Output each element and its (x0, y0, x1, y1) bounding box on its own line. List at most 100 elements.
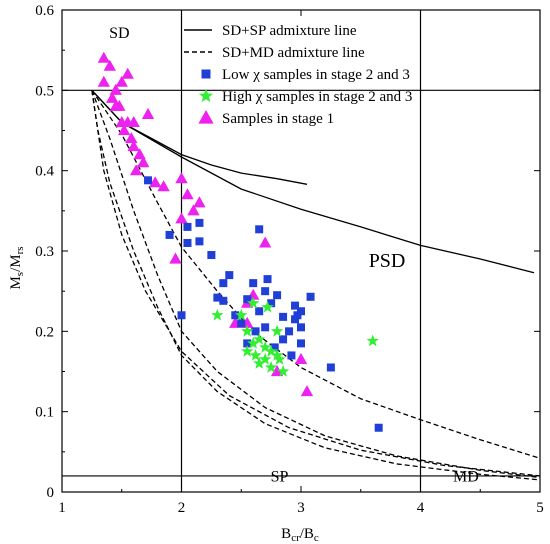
stage1-point (133, 148, 146, 160)
high-chi-point (276, 365, 290, 377)
stage1-point (181, 188, 194, 200)
stage1-point (270, 365, 284, 377)
low-chi-point (279, 335, 288, 344)
data-points (97, 51, 383, 432)
low-chi-point (297, 339, 305, 348)
low-chi-point (237, 319, 246, 328)
low-chi-point (195, 218, 204, 227)
legend-label: Low χ samples in stage 2 and 3 (222, 67, 410, 83)
low-chi-point (219, 279, 228, 288)
stage1-point (121, 67, 134, 79)
high-chi-point (259, 352, 272, 365)
region-labels: SD PSD SP MD (109, 25, 479, 485)
region-label-md: MD (453, 469, 479, 486)
low-chi-point (207, 251, 216, 260)
y-tick-label: 0.6 (35, 3, 54, 19)
y-tick-label: 0.3 (35, 244, 54, 260)
low-chi-point (255, 307, 264, 316)
stage1-point (169, 252, 182, 264)
stage1-point (127, 116, 140, 127)
high-chi-point (253, 332, 266, 345)
high-chi-point (264, 344, 278, 357)
stage1-point (115, 75, 128, 87)
high-chi-point (270, 348, 284, 361)
low-chi-point (270, 343, 279, 352)
low-chi-point (293, 311, 302, 320)
y-axis-label: Ms/Mrs (8, 246, 26, 289)
stage1-point (125, 132, 138, 144)
legend-label: Samples in stage 1 (222, 111, 334, 127)
stage1-point (109, 99, 122, 111)
low-chi-point (326, 363, 335, 372)
stage1-point (294, 352, 308, 364)
low-chi-point (297, 307, 305, 316)
low-chi-point (263, 275, 272, 284)
low-chi-point (195, 237, 204, 246)
low-chi-point (374, 423, 383, 432)
axis-ticks: 1 2 3 4 5 0 0.1 0.2 0.3 0.4 0.5 0.6 (35, 3, 544, 516)
x-tick-label: 2 (178, 500, 186, 516)
low-chi-point (291, 315, 300, 324)
sd-md-curve-3 (91, 90, 541, 479)
stage1-point (127, 140, 140, 152)
region-label-sp: SP (271, 469, 289, 486)
x-tick-label: 1 (58, 500, 66, 516)
legend-triangle-icon (198, 110, 214, 124)
low-chi-point (306, 292, 315, 301)
y-tick-label: 0.1 (35, 405, 54, 421)
stage1-point (97, 51, 110, 63)
x-axis-label: Bcr/Bc (281, 526, 319, 544)
x-tick-label: 3 (297, 500, 305, 516)
high-chi-point (249, 348, 262, 361)
stage1-point (103, 59, 116, 71)
low-chi-point (177, 311, 186, 320)
domain-boundary-lines (62, 10, 540, 492)
legend-star-icon (198, 88, 214, 103)
high-chi-point (253, 357, 266, 369)
low-chi-point (225, 271, 234, 280)
sd-md-curve-4 (91, 90, 541, 481)
legend-square-icon (201, 69, 211, 79)
low-chi-point (285, 327, 294, 336)
stage1-point (106, 91, 119, 103)
sd-sp-curve-1 (91, 89, 535, 274)
low-chi-point (297, 323, 305, 332)
stage1-point (97, 75, 110, 87)
legend-label: SD+MD admixture line (222, 45, 365, 61)
y-tick-label: 0.4 (35, 164, 54, 180)
low-chi-point (243, 339, 252, 348)
stage1-point (157, 180, 170, 192)
stage1-point (175, 172, 188, 184)
low-chi-point (279, 312, 288, 321)
stage1-point (149, 176, 162, 188)
sd-md-curve-2 (91, 89, 541, 459)
x-tick-label: 4 (417, 500, 425, 516)
high-chi-point (261, 300, 274, 313)
high-chi-point (270, 324, 284, 337)
low-chi-point (183, 238, 192, 247)
low-chi-point (144, 176, 153, 185)
high-chi-point (247, 296, 260, 309)
low-chi-point (231, 311, 240, 320)
low-chi-point (255, 225, 264, 234)
stage1-point (137, 156, 150, 168)
low-chi-point (273, 291, 282, 300)
low-chi-point (219, 296, 228, 305)
x-tick-label: 5 (536, 500, 544, 516)
stage1-point (193, 196, 206, 208)
high-chi-point (273, 352, 286, 365)
low-chi-point (261, 287, 270, 296)
high-chi-point (247, 336, 260, 349)
y-tick-label: 0.5 (35, 83, 54, 99)
low-chi-point (249, 279, 258, 288)
low-chi-point (261, 323, 270, 332)
low-chi-point (243, 295, 252, 304)
high-chi-point (259, 340, 272, 353)
low-chi-point (287, 351, 296, 360)
region-label-sd: SD (109, 25, 129, 42)
stage1-point (118, 124, 131, 136)
high-chi-point (264, 361, 278, 373)
low-chi-point (165, 230, 174, 239)
low-chi-point (267, 299, 276, 308)
